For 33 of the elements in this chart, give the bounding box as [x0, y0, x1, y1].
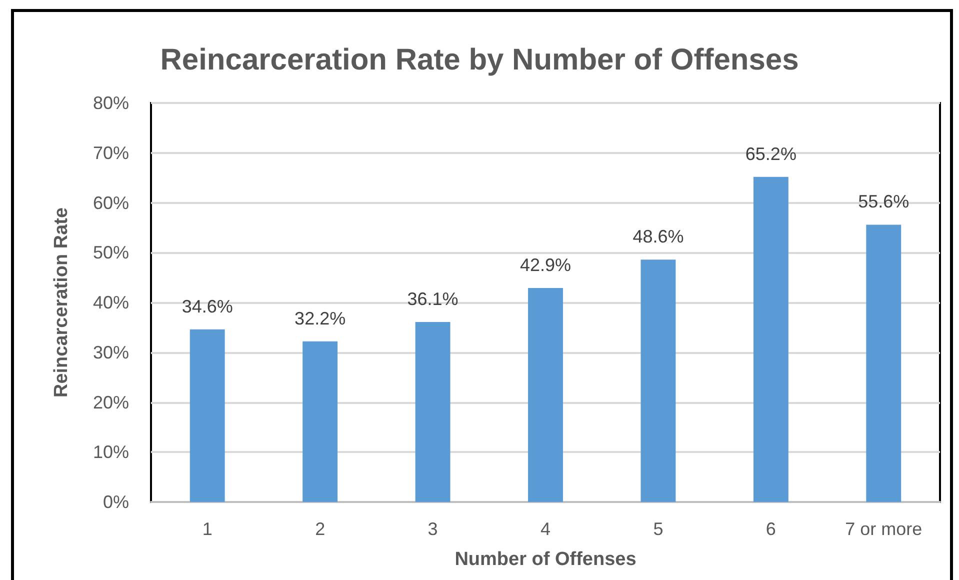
y-tick-label: 50% — [92, 242, 129, 263]
bar — [753, 176, 788, 502]
y-tick-label: 10% — [92, 442, 129, 462]
y-tick-label: 30% — [92, 342, 129, 362]
data-label: 65.2% — [745, 144, 796, 164]
y-tick-label: 80% — [92, 93, 129, 113]
x-tick-label: 6 — [766, 519, 776, 539]
x-tick-label: 3 — [428, 519, 438, 539]
data-label: 32.2% — [294, 308, 346, 328]
x-tick-label: 2 — [315, 519, 326, 539]
x-tick-label: 5 — [653, 519, 664, 539]
bar — [415, 322, 450, 502]
y-tick-label: 70% — [92, 142, 129, 163]
data-label: 34.6% — [182, 296, 233, 316]
x-tick-label: 4 — [540, 519, 551, 539]
y-tick-label: 0% — [102, 492, 129, 512]
data-label: 48.6% — [632, 226, 684, 247]
x-tick-label: 7 or more — [845, 519, 922, 539]
bar — [640, 260, 676, 502]
data-label: 42.9% — [520, 255, 572, 276]
bar — [190, 329, 225, 502]
x-tick-label: 1 — [202, 519, 212, 539]
x-axis-title: Number of Offenses — [454, 549, 636, 570]
chart-title: Reincarceration Rate by Number of Offenses — [160, 44, 799, 76]
data-label: 36.1% — [407, 288, 458, 309]
y-tick-label: 60% — [92, 192, 129, 213]
bar — [528, 288, 563, 502]
y-tick-label: 20% — [92, 392, 129, 412]
bar — [866, 224, 902, 502]
y-axis-title: Reincarceration Rate — [51, 207, 72, 398]
y-tick-label: 40% — [92, 292, 129, 312]
bar — [302, 341, 338, 502]
data-label: 55.6% — [858, 192, 910, 212]
